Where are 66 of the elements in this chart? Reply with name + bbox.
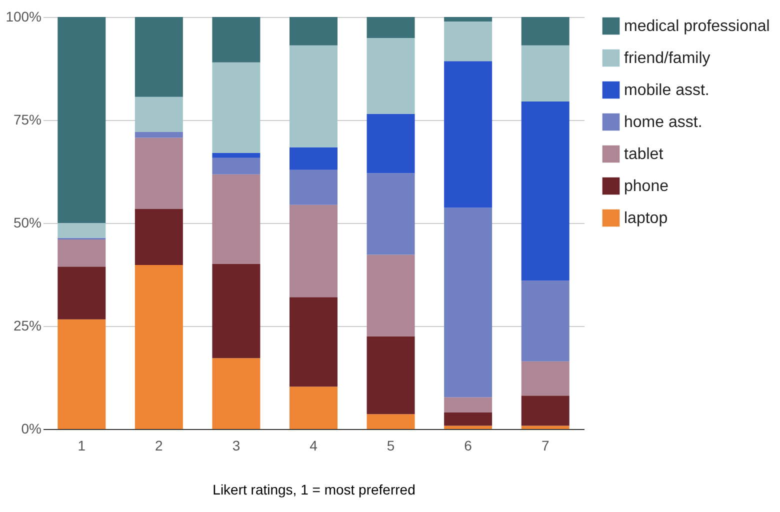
bar	[366, 254, 415, 336]
bar	[521, 396, 570, 426]
bar	[444, 208, 492, 398]
bar	[212, 152, 260, 158]
bar	[521, 426, 570, 429]
bar	[521, 280, 570, 362]
bar	[366, 17, 415, 38]
bar	[58, 239, 106, 267]
bar	[366, 38, 415, 114]
x-tick-label: 2	[155, 438, 164, 454]
bar	[134, 208, 183, 266]
x-tick-label: 7	[541, 438, 550, 454]
bar	[444, 412, 492, 426]
bar	[58, 17, 106, 223]
bar	[444, 426, 492, 429]
bar	[58, 319, 106, 429]
legend-label: mobile asst.	[624, 82, 710, 99]
legend-label: laptop	[624, 210, 668, 227]
bar	[290, 297, 338, 387]
bar	[366, 336, 415, 414]
x-tick-label: 4	[310, 438, 318, 454]
bar	[444, 17, 492, 22]
x-tick-label: 6	[464, 438, 472, 454]
bar	[134, 17, 183, 97]
y-tick-label: 25%	[13, 318, 42, 334]
x-tick-label: 3	[232, 438, 240, 454]
bar	[521, 45, 570, 102]
bar	[212, 264, 260, 358]
bar	[444, 397, 492, 413]
bar	[212, 158, 260, 174]
bar	[134, 96, 183, 132]
legend-label: friend/family	[624, 50, 710, 67]
y-tick-label: 75%	[13, 112, 42, 128]
bar	[290, 204, 338, 298]
bar	[212, 17, 260, 62]
legend-label: home asst.	[624, 114, 702, 131]
bar	[444, 22, 492, 62]
bar	[290, 386, 338, 429]
legend-label: phone	[624, 178, 669, 195]
bar	[366, 414, 415, 429]
bar	[212, 358, 260, 429]
bar	[134, 132, 183, 138]
bar	[366, 173, 415, 255]
x-tick-label: 5	[386, 438, 395, 454]
bar	[521, 17, 570, 46]
bar	[290, 17, 338, 46]
bar	[521, 361, 570, 396]
x-tick-label: 1	[78, 438, 86, 454]
bar	[212, 62, 260, 153]
bar	[58, 223, 106, 238]
legend-label: tablet	[624, 146, 664, 163]
legend-label: medical professional	[624, 18, 770, 35]
bar	[58, 266, 106, 320]
y-tick-label: 0%	[21, 420, 42, 436]
bar	[444, 61, 492, 208]
x-axis-title: Likert ratings, 1 = most preferred	[212, 482, 416, 498]
bar	[290, 170, 338, 205]
bar	[212, 174, 260, 264]
bar	[366, 114, 415, 174]
y-tick-label: 50%	[13, 214, 42, 230]
bar	[290, 45, 338, 148]
bar	[134, 265, 183, 429]
bar	[290, 147, 338, 170]
bar	[134, 138, 183, 209]
y-tick-label: 100%	[6, 8, 42, 24]
bar	[521, 101, 570, 281]
